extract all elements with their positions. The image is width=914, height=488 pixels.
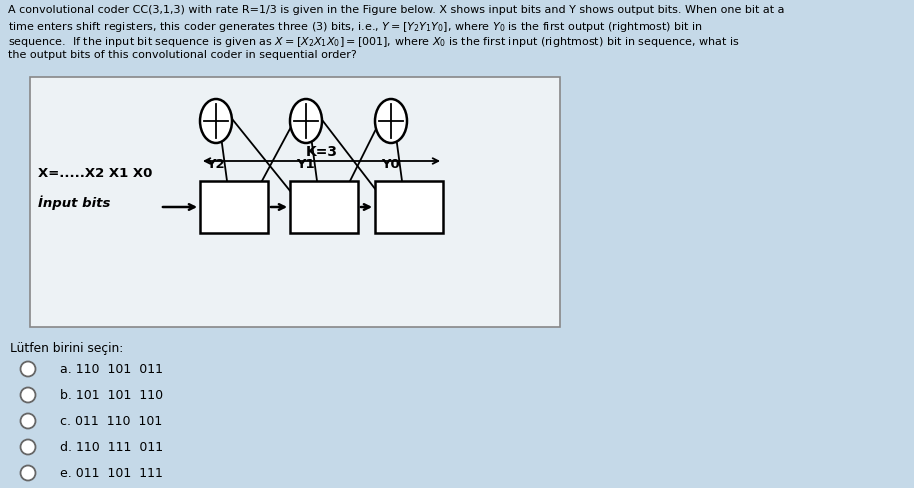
- Circle shape: [20, 362, 36, 377]
- Bar: [290, 182, 358, 234]
- Bar: [375, 182, 443, 234]
- Text: X=.....X2 X1 X0: X=.....X2 X1 X0: [38, 167, 153, 180]
- Text: sequence.  If the input bit sequence is given as $X = [X_2X_1X_0] = [001]$, wher: sequence. If the input bit sequence is g…: [8, 35, 739, 49]
- Bar: [30, 78, 560, 327]
- Circle shape: [20, 414, 36, 428]
- Text: a. 110  101  011: a. 110 101 011: [60, 363, 163, 376]
- Text: Y2: Y2: [207, 158, 226, 171]
- Text: A convolutional coder CC(3,1,3) with rate R=1/3 is given in the Figure below. X : A convolutional coder CC(3,1,3) with rat…: [8, 5, 784, 15]
- Text: K=3: K=3: [305, 145, 337, 159]
- Text: Y1: Y1: [297, 158, 315, 171]
- Text: e. 011  101  111: e. 011 101 111: [60, 467, 163, 480]
- Text: Lütfen birini seçin:: Lütfen birini seçin:: [10, 341, 123, 354]
- Text: Y0: Y0: [382, 158, 400, 171]
- Ellipse shape: [290, 100, 322, 143]
- Circle shape: [20, 440, 36, 454]
- Circle shape: [20, 387, 36, 403]
- Text: d. 110  111  011: d. 110 111 011: [60, 441, 163, 453]
- Text: the output bits of this convolutional coder in sequential order?: the output bits of this convolutional co…: [8, 50, 356, 60]
- Text: c. 011  110  101: c. 011 110 101: [60, 415, 163, 427]
- Text: time enters shift registers, this coder generates three (3) bits, i.e., $Y = [Y_: time enters shift registers, this coder …: [8, 20, 703, 34]
- Ellipse shape: [200, 100, 232, 143]
- Bar: [200, 182, 268, 234]
- Text: İnput bits: İnput bits: [38, 195, 111, 209]
- Text: b. 101  101  110: b. 101 101 110: [60, 389, 163, 402]
- Circle shape: [20, 466, 36, 481]
- Ellipse shape: [375, 100, 407, 143]
